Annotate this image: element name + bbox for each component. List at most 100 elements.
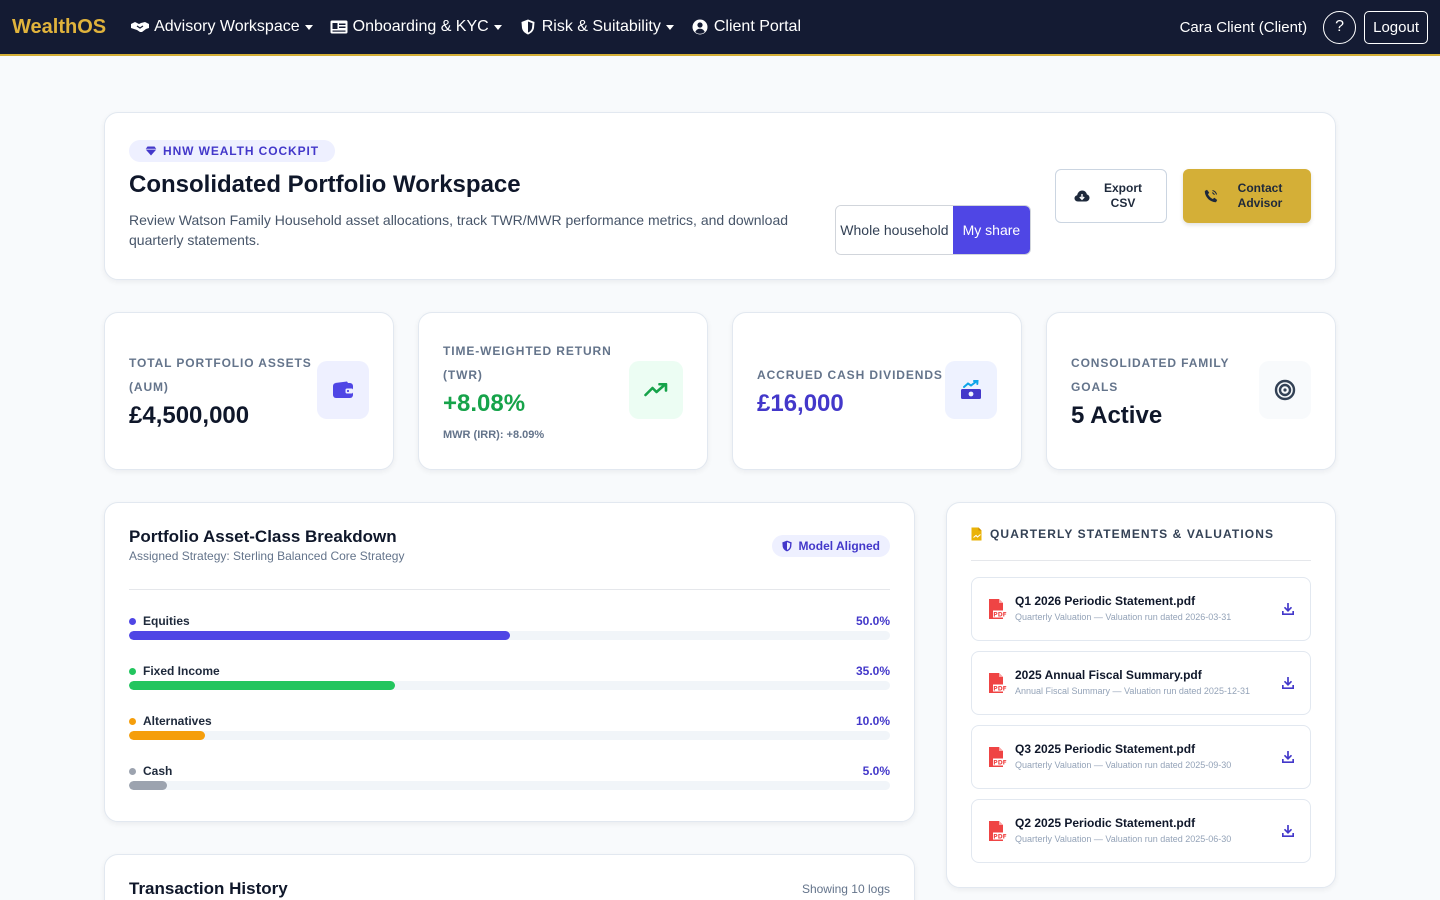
allocation-track (129, 781, 890, 790)
id-card-icon (329, 19, 349, 35)
kpi-dividends-value: £16,000 (757, 390, 844, 417)
transaction-history-title: Transaction History (129, 879, 288, 898)
legend-dot (129, 717, 136, 725)
toggle-whole-household[interactable]: Whole household (836, 206, 953, 254)
kpi-aum-card: TOTAL PORTFOLIO ASSETS (AUM) £4,500,000 (104, 312, 394, 470)
divider (971, 560, 1311, 561)
kpi-goals-value: 5 Active (1071, 402, 1163, 429)
allocation-bar (129, 631, 510, 640)
download-icon[interactable] (1282, 603, 1294, 615)
chevron-down-icon (304, 24, 313, 30)
allocation-bar (129, 731, 206, 740)
shield-icon (782, 540, 793, 552)
allocation-track (129, 681, 890, 690)
kpi-aum-value: £4,500,000 (129, 402, 250, 429)
kpi-twr-label: TIME-WEIGHTED RETURN (TWR) (443, 344, 612, 382)
phone-icon (1204, 189, 1218, 203)
asset-breakdown-card: Portfolio Asset-Class Breakdown Assigned… (104, 502, 915, 822)
pdf-file-icon: PDF (989, 821, 1007, 841)
statements-heading: QUARTERLY STATEMENTS & VALUATIONS (971, 527, 1274, 541)
asset-percent: 35.0% (855, 664, 890, 678)
statement-name: 2025 Annual Fiscal Summary.pdf (1015, 668, 1202, 682)
svg-text:PDF: PDF (993, 834, 1006, 841)
statement-meta: Quarterly Valuation — Valuation run date… (1015, 760, 1232, 770)
statement-name: Q2 2025 Periodic Statement.pdf (1015, 816, 1196, 830)
nav-client-portal-label: Client Portal (713, 18, 802, 35)
divider (129, 589, 890, 590)
nav-advisory-workspace[interactable]: Advisory Workspace (130, 18, 313, 36)
download-icon[interactable] (1282, 677, 1294, 689)
asset-name: Alternatives (143, 714, 212, 728)
page-description: Review Watson Family Household asset all… (129, 212, 789, 248)
model-aligned-badge: Model Aligned (772, 535, 890, 557)
allocation-bar (129, 781, 168, 790)
nav-onboarding-kyc-label: Onboarding & KYC (352, 18, 489, 35)
svg-text:PDF: PDF (993, 760, 1006, 767)
file-signature-icon (971, 527, 982, 541)
asset-name: Equities (143, 614, 190, 628)
page-title: Consolidated Portfolio Workspace (129, 171, 521, 198)
cash-dividend-icon (945, 361, 997, 419)
allocation-track (129, 631, 890, 640)
allocation-track (129, 731, 890, 740)
nav-risk-suitability[interactable]: Risk & Suitability (518, 18, 674, 36)
brand-logo[interactable]: WealthOS (12, 15, 107, 38)
pdf-file-icon: PDF (989, 747, 1007, 767)
handshake-icon (130, 19, 150, 35)
contact-advisor-label: Contact Advisor (1237, 181, 1283, 210)
asset-row-cash: Cash 5.0% (129, 764, 890, 804)
help-button[interactable]: ? (1323, 10, 1357, 44)
kpi-goals-label: CONSOLIDATED FAMILY GOALS (1071, 356, 1230, 394)
contact-advisor-button[interactable]: Contact Advisor (1183, 169, 1311, 223)
allocation-bar (129, 681, 396, 690)
transaction-count: Showing 10 logs (801, 882, 890, 896)
logout-button[interactable]: Logout (1364, 10, 1428, 44)
statement-meta: Quarterly Valuation — Valuation run date… (1015, 834, 1232, 844)
transaction-history-card: Transaction History Showing 10 logs (104, 854, 915, 900)
top-navbar: WealthOS Advisory Workspace Onboarding &… (0, 0, 1440, 56)
kpi-mwr-value: MWR (IRR): +8.09% (443, 429, 545, 441)
hero-card: HNW WEALTH COCKPIT Consolidated Portfoli… (104, 112, 1336, 280)
svg-text:PDF: PDF (993, 612, 1006, 619)
asset-name: Cash (143, 764, 173, 778)
kpi-dividends-card: ACCRUED CASH DIVIDENDS £16,000 (732, 312, 1022, 470)
target-icon (1259, 361, 1311, 419)
asset-percent: 10.0% (855, 714, 890, 728)
kpi-aum-label: TOTAL PORTFOLIO ASSETS (AUM) (129, 356, 312, 394)
nav-client-portal[interactable]: Client Portal (690, 18, 801, 36)
breakdown-title: Portfolio Asset-Class Breakdown (129, 527, 397, 546)
kpi-goals-card: CONSOLIDATED FAMILY GOALS 5 Active (1046, 312, 1336, 470)
current-user-label[interactable]: Cara Client (Client) (1179, 18, 1308, 36)
statement-item[interactable]: PDF Q2 2025 Periodic Statement.pdf Quart… (971, 799, 1311, 863)
nav-advisory-workspace-label: Advisory Workspace (154, 18, 300, 35)
asset-row-fixed-income: Fixed Income 35.0% (129, 664, 890, 704)
kpi-twr-value: +8.08% (443, 390, 526, 417)
nav-risk-suitability-label: Risk & Suitability (541, 18, 661, 35)
asset-row-alternatives: Alternatives 10.0% (129, 714, 890, 754)
legend-dot (129, 617, 136, 625)
wallet-icon (317, 361, 369, 419)
statement-name: Q3 2025 Periodic Statement.pdf (1015, 742, 1196, 756)
model-aligned-label: Model Aligned (798, 539, 880, 553)
user-circle-icon (690, 19, 710, 35)
toggle-my-share[interactable]: My share (952, 206, 1030, 254)
statements-card: QUARTERLY STATEMENTS & VALUATIONS PDFPDF… (946, 502, 1336, 888)
hnw-badge: HNW WEALTH COCKPIT (129, 140, 335, 162)
statement-item[interactable]: PDFPDF Q1 2026 Periodic Statement.pdf Qu… (971, 577, 1311, 641)
statement-name: Q1 2026 Periodic Statement.pdf (1015, 594, 1196, 608)
statement-item[interactable]: PDF 2025 Annual Fiscal Summary.pdf Annua… (971, 651, 1311, 715)
navbar-right: Cara Client (Client) ? Logout (1179, 10, 1428, 44)
export-csv-button[interactable]: Export CSV (1055, 169, 1167, 223)
export-csv-label: Export CSV (1103, 181, 1142, 210)
statement-meta: Annual Fiscal Summary — Valuation run da… (1015, 686, 1250, 696)
kpi-dividends-label: ACCRUED CASH DIVIDENDS (757, 368, 943, 382)
statement-item[interactable]: PDF Q3 2025 Periodic Statement.pdf Quart… (971, 725, 1311, 789)
download-icon[interactable] (1282, 825, 1294, 837)
nav-onboarding-kyc[interactable]: Onboarding & KYC (329, 18, 502, 36)
chevron-down-icon (665, 24, 674, 30)
kpi-twr-card: TIME-WEIGHTED RETURN (TWR) +8.08% MWR (I… (418, 312, 708, 470)
download-icon[interactable] (1282, 751, 1294, 763)
legend-dot (129, 767, 136, 775)
trend-up-icon (629, 361, 683, 419)
diamond-icon (145, 146, 157, 156)
